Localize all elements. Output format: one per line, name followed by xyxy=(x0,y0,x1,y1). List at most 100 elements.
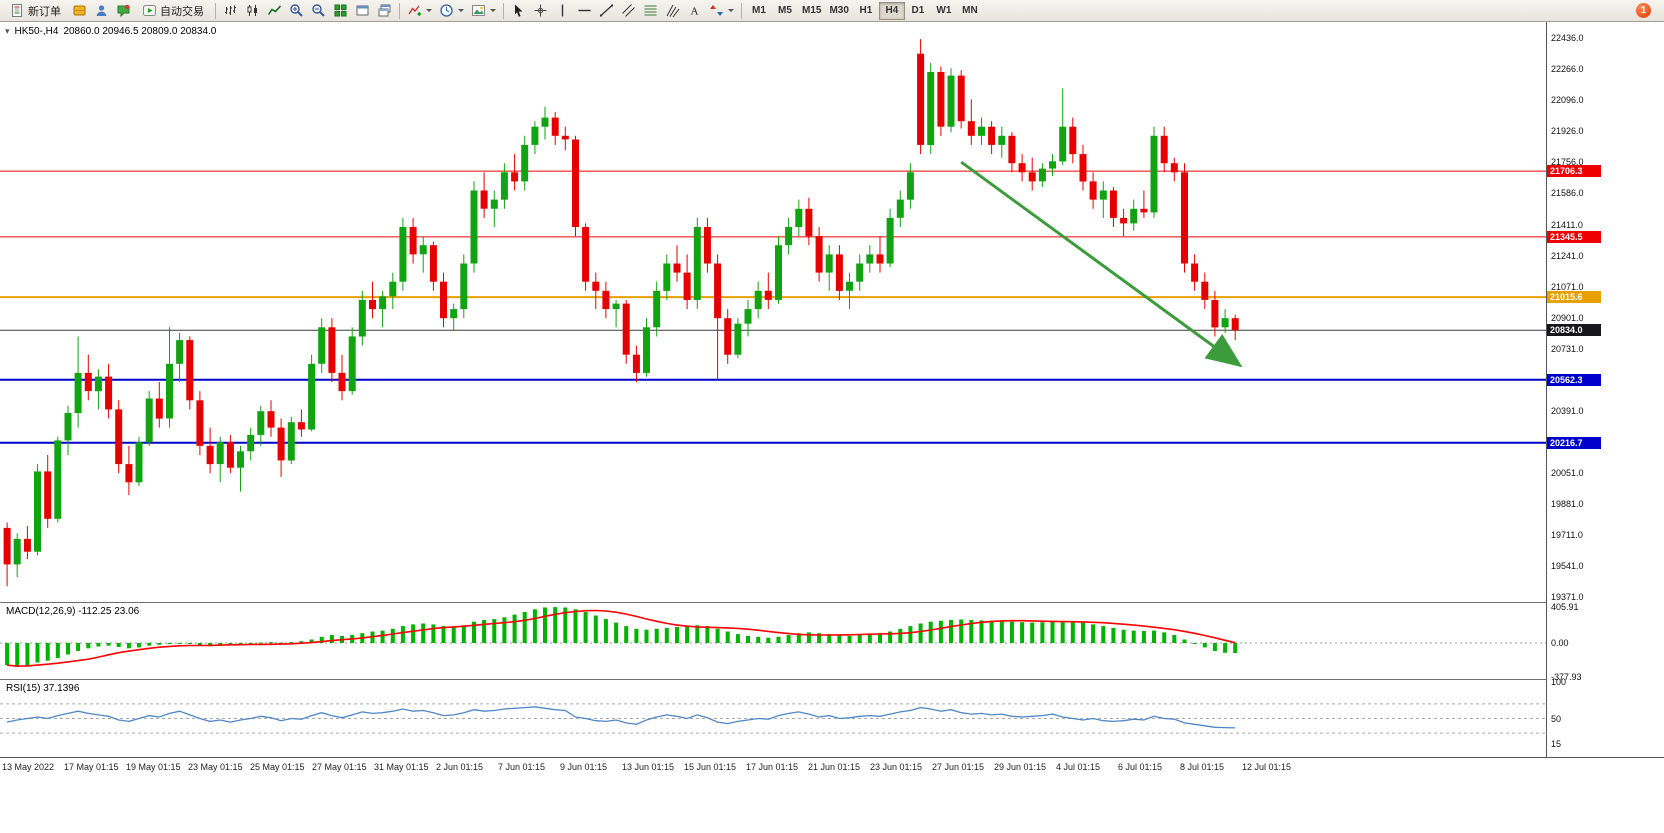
chat-button[interactable] xyxy=(113,1,134,21)
new-window-button[interactable] xyxy=(352,1,373,21)
candle-body xyxy=(1079,154,1087,182)
candle-body xyxy=(937,72,945,127)
user-button[interactable] xyxy=(91,1,112,21)
trend-arrow[interactable] xyxy=(960,160,1243,368)
price-tag[interactable]: 20562.3 xyxy=(1547,373,1601,386)
crosshair-button[interactable] xyxy=(530,1,551,21)
arrows-button[interactable] xyxy=(706,1,737,21)
candle-body xyxy=(511,172,519,182)
price-tick-label: 20731.0 xyxy=(1551,344,1584,355)
dropdown-caret xyxy=(458,9,464,12)
candle-body xyxy=(216,442,224,465)
templates-icon xyxy=(472,5,485,16)
price-tag[interactable]: 21706.3 xyxy=(1547,165,1601,178)
price-lines[interactable] xyxy=(0,170,1546,444)
one-click-trading-toggle[interactable]: ▾ xyxy=(5,26,10,36)
timeframe-d1[interactable]: D1 xyxy=(905,2,931,20)
timeframe-m30[interactable]: M30 xyxy=(825,2,852,20)
price-tag[interactable]: 21345.5 xyxy=(1547,230,1601,243)
candle-body xyxy=(419,245,427,255)
svg-text:A: A xyxy=(691,6,699,18)
candle-body xyxy=(1170,163,1178,173)
candle-body xyxy=(247,434,255,452)
candle-body xyxy=(835,254,843,291)
rsi-panel xyxy=(0,680,1546,756)
candle-body xyxy=(379,296,387,310)
periods-button[interactable] xyxy=(436,1,467,21)
cursor-icon xyxy=(515,4,523,17)
candle-body xyxy=(1120,217,1128,224)
bar-chart-button[interactable] xyxy=(220,1,241,21)
macd-name: MACD(12,26,9) xyxy=(6,606,76,617)
fibonacci-button[interactable] xyxy=(640,1,661,21)
time-axis-label: 27 May 01:15 xyxy=(312,762,367,772)
timeframe-h1[interactable]: H1 xyxy=(853,2,879,20)
timeframe-m1[interactable]: M1 xyxy=(746,2,772,20)
candle-body xyxy=(673,263,681,273)
candle-body xyxy=(155,398,163,419)
price-tag[interactable]: 20216.7 xyxy=(1547,436,1601,449)
timeframe-mn[interactable]: MN xyxy=(957,2,983,20)
price-axis[interactable]: 22436.0 22266.0 22096.0 21926.0 21756.0 21586… xyxy=(1546,22,1664,757)
text-label-button[interactable]: A xyxy=(684,1,705,21)
cursor-button[interactable] xyxy=(508,1,529,21)
templates-button[interactable] xyxy=(468,1,499,21)
candle-body xyxy=(1069,126,1077,155)
fibonacci-icon xyxy=(644,5,657,16)
panel-splitter[interactable] xyxy=(0,602,1664,603)
channel-button[interactable] xyxy=(618,1,639,21)
candle-body xyxy=(906,172,914,200)
candle-body xyxy=(1150,135,1158,213)
indicators-button[interactable] xyxy=(404,1,435,21)
time-axis-label: 9 Jun 01:15 xyxy=(560,762,608,772)
notification-badge[interactable]: 1 xyxy=(1636,3,1651,18)
candle-body xyxy=(764,290,772,300)
cascade-windows-button[interactable] xyxy=(374,1,395,21)
zoom-in-button[interactable] xyxy=(286,1,307,21)
candle-body xyxy=(145,398,153,443)
price-tick-label: 21241.0 xyxy=(1551,251,1584,261)
trendline-button[interactable] xyxy=(596,1,617,21)
timeframe-h4[interactable]: H4 xyxy=(878,1,905,20)
candle-body xyxy=(927,72,935,145)
candle-body xyxy=(785,227,793,246)
pitchfork-button[interactable] xyxy=(662,1,683,21)
coins-button[interactable] xyxy=(69,1,90,21)
new-order-button[interactable]: 新订单 xyxy=(3,1,68,21)
toolbar-separator xyxy=(215,2,216,19)
dropdown-caret xyxy=(728,9,734,12)
line-chart-button[interactable] xyxy=(264,1,285,21)
tile-windows-button[interactable] xyxy=(330,1,351,21)
candlestick-icon xyxy=(247,5,257,16)
timeframe-m5[interactable]: M5 xyxy=(772,2,798,20)
zoom-in-icon xyxy=(290,4,303,17)
candle-body xyxy=(622,303,630,355)
panel-splitter[interactable] xyxy=(0,679,1664,680)
candle-body xyxy=(1221,318,1229,328)
candle-body xyxy=(115,409,123,465)
time-axis-label: 23 May 01:15 xyxy=(188,762,243,772)
candle-body xyxy=(551,117,559,136)
timeframe-m15[interactable]: M15 xyxy=(798,2,825,20)
zoom-out-button[interactable] xyxy=(308,1,329,21)
vertical-line-button[interactable] xyxy=(552,1,573,21)
candlestick-chart[interactable] xyxy=(0,22,1546,602)
autotrading-icon xyxy=(143,5,156,16)
autotrading-button[interactable]: 自动交易 xyxy=(135,1,211,21)
candle-body xyxy=(1211,300,1219,328)
chart-info-line: ▾ HK50-,H4 20860.0 20946.5 20809.0 20834… xyxy=(5,26,216,37)
candle-body xyxy=(267,411,275,428)
candle-body xyxy=(94,376,102,392)
price-tag[interactable]: 21015.6 xyxy=(1547,291,1601,304)
candle-body xyxy=(653,290,661,328)
price-tick-label: 20901.0 xyxy=(1551,313,1584,324)
candlestick-chart-button[interactable] xyxy=(242,1,263,21)
time-axis[interactable]: 13 May 2022 17 May 01:15 19 May 01:15 23 Ma… xyxy=(0,757,1664,778)
timeframe-w1[interactable]: W1 xyxy=(931,2,957,20)
candle-body xyxy=(1181,172,1188,264)
candle-body xyxy=(541,117,549,127)
price-tag[interactable]: 20834.0 xyxy=(1547,324,1601,337)
horizontal-line-button[interactable] xyxy=(574,1,595,21)
coins-icon xyxy=(73,5,86,16)
chat-bubble-icon xyxy=(117,4,130,18)
